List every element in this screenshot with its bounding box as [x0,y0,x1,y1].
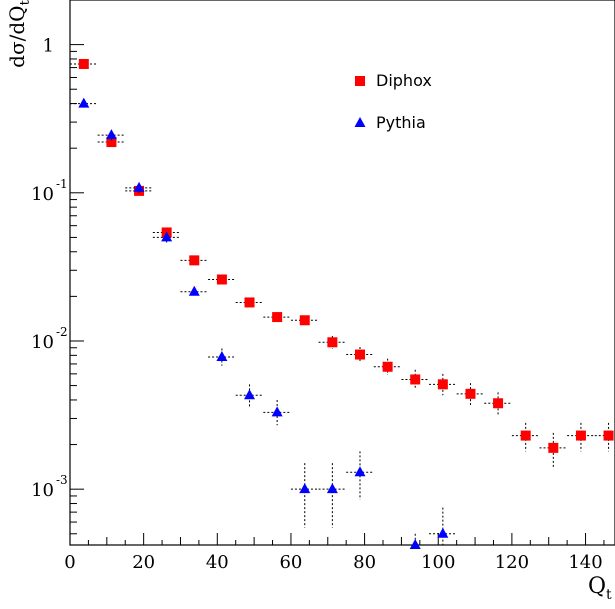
legend-label-diphox: Diphox [376,71,432,90]
y-tick-exponent: -2 [56,325,68,339]
diphox-point [382,361,393,372]
y-axis-title-main: dσ/dQ [5,5,29,67]
series-pythia [70,97,457,549]
x-axis: 0 20 40 60 80 100 120 140 [64,533,605,573]
y-axis-title: dσ/dQt [5,0,33,68]
y-tick-label: 1 [43,36,54,57]
x-tick-label: 40 [206,552,229,573]
diphox-point [520,430,531,441]
diphox-point [106,137,117,148]
pythia-point [216,350,228,361]
legend-marker-diphox [355,76,365,86]
diphox-point [548,442,559,453]
y-tick-exponent: -3 [56,473,68,487]
data-series [70,58,615,549]
pythia-point [326,483,338,494]
x-tick-label: 140 [568,552,602,573]
plot-frame [69,0,615,546]
diphox-point [327,337,338,348]
diphox-point [465,388,476,399]
pythia-point [299,483,311,494]
x-tick-label: 20 [132,552,155,573]
x-tick-label: 120 [495,552,529,573]
series-diphox [70,58,615,468]
legend-marker-pythia [354,117,366,127]
diphox-point [575,430,586,441]
diphox-point [354,349,365,360]
pythia-point [105,129,117,140]
diphox-point [299,315,310,326]
x-axis-title: Qt [588,574,612,603]
legend: Diphox Pythia [354,71,432,132]
legend-label-pythia: Pythia [376,113,426,132]
x-axis-title-main: Q [588,574,606,599]
y-axis: 110-110-210-3 [31,0,84,535]
svg-text:dσ/dQt: dσ/dQt [5,0,33,68]
diphox-point [244,297,255,308]
pythia-point [188,285,200,296]
diphox-point [437,379,448,390]
diphox-point [603,430,614,441]
x-tick-label: 0 [64,552,75,573]
pythia-point [271,406,283,417]
y-tick-label: 10 [31,184,54,205]
diphox-point [189,255,200,266]
x-tick-label: 60 [279,552,302,573]
y-tick-label: 10 [31,480,54,501]
pythia-point [133,181,145,192]
pythia-point [354,466,366,477]
pythia-point [409,539,421,549]
pythia-point [437,527,449,538]
y-axis-title-sub: t [18,0,33,5]
diphox-point [78,58,89,69]
pythia-point [78,97,90,108]
diphox-point [493,398,504,409]
x-tick-label: 80 [353,552,376,573]
y-tick-label: 10 [31,332,54,353]
x-tick-label: 100 [421,552,455,573]
diphox-point [410,374,421,385]
diphox-point [216,274,227,285]
y-tick-exponent: -1 [56,177,68,191]
pythia-point [244,389,256,400]
pythia-point [161,231,173,242]
diphox-point [272,312,283,323]
x-axis-title-sub: t [606,587,612,603]
